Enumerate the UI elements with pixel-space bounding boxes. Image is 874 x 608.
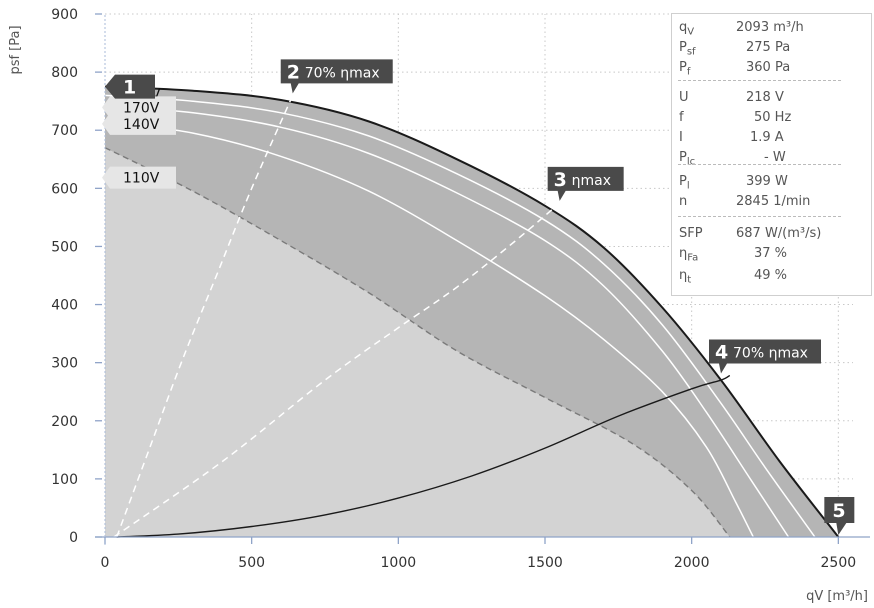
panel-value: 218 V <box>746 90 784 105</box>
panel-value: 399 W <box>746 174 788 189</box>
panel-row: U 218 V <box>672 88 871 108</box>
panel-value: 50 Hz <box>754 110 792 125</box>
panel-key: ηt <box>679 268 692 286</box>
voltage-label: 170V <box>123 100 160 116</box>
callout-4-bg <box>709 339 821 374</box>
x-tick-label: 500 <box>238 555 265 571</box>
panel-separator <box>678 164 841 165</box>
voltage-label: V <box>151 87 161 103</box>
panel-key-sub: V <box>687 26 695 38</box>
axes: 0 100 200 300 400 500 600 700 800 900 0 500 1000 1500… <box>51 7 870 571</box>
panel-value: 687 W/(m³/s) <box>736 226 822 241</box>
panel-key-sub: sf <box>686 46 696 58</box>
operating-areas <box>105 86 839 537</box>
operating-point-panel: qV 2093 m³/h Psf 275 Pa Pf 360 Pa U 218 V f 50 Hz… <box>671 13 872 296</box>
panel-key: Psf <box>679 40 696 58</box>
callout-3-bg <box>547 166 624 201</box>
callout-5-number: 5 <box>832 500 845 522</box>
callout-3-label: ηmax <box>572 173 611 189</box>
panel-separator <box>678 216 841 217</box>
callout-4-label: 70% ηmax <box>733 345 808 361</box>
voltage-label: 110V <box>123 171 160 187</box>
panel-value: 2093 m³/h <box>736 20 804 35</box>
panel-key-sub: f <box>686 66 691 78</box>
panel-key: SFP <box>679 226 703 241</box>
panel-key: I <box>679 130 683 145</box>
panel-row: Pl 399 W <box>672 172 871 192</box>
x-axis-title: qV [m³/h] <box>806 589 868 604</box>
panel-key: Pl <box>679 174 690 192</box>
panel-key: Pf <box>679 60 691 78</box>
panel-key: Plc <box>679 150 696 168</box>
voltage-label: 140V <box>123 117 160 133</box>
panel-value: 49 % <box>754 268 788 283</box>
series-curve <box>104 85 840 538</box>
series-curve <box>104 94 816 538</box>
y-tick-label: 800 <box>51 65 78 81</box>
callout-2-label: 70% ηmax <box>305 65 380 81</box>
y-tick-label: 700 <box>51 123 78 139</box>
panel-key: f <box>679 110 684 125</box>
panel-row: Psf 275 Pa <box>672 38 871 58</box>
panel-row: I 1.9 A <box>672 128 871 148</box>
panel-key: qV <box>679 20 695 38</box>
series-curve <box>113 202 561 538</box>
voltage-label-bg <box>102 112 176 135</box>
y-axis-title: psf [Pa] <box>8 25 23 74</box>
panel-value: - W <box>764 150 786 165</box>
panel-row: ηt 49 % <box>672 266 871 286</box>
voltage-label-bg <box>102 166 176 189</box>
callout-4-number: 4 <box>715 341 728 363</box>
series-curve <box>116 374 731 538</box>
panel-key-sub: lc <box>686 156 696 168</box>
panel-row: SFP 687 W/(m³/s) <box>672 224 871 244</box>
x-tick-label: 0 <box>101 555 110 571</box>
panel-row: qV 2093 m³/h <box>672 18 871 38</box>
panel-value: 2845 1/min <box>736 194 811 209</box>
y-tick-label: 600 <box>51 181 78 197</box>
panel-row: f 50 Hz <box>672 108 871 128</box>
callout-2-bg <box>280 59 393 94</box>
series-curve <box>104 120 754 538</box>
panel-key: n <box>679 194 688 209</box>
panel-separator <box>678 80 841 81</box>
panel-value: 37 % <box>754 246 788 261</box>
y-tick-label: 500 <box>51 239 78 255</box>
panel-value: 1.9 A <box>750 130 784 145</box>
x-tick-label: 2000 <box>674 555 710 571</box>
curves <box>104 85 840 538</box>
x-tick-label: 1000 <box>381 555 417 571</box>
inner-area <box>105 86 839 537</box>
panel-row: n 2845 1/min <box>672 192 871 212</box>
y-tick-label: 300 <box>51 356 78 372</box>
callout-1-number: 1 <box>123 77 136 99</box>
y-tick-label: 900 <box>51 7 78 23</box>
callout-5-bg <box>824 497 855 535</box>
series-curve <box>104 147 731 538</box>
panel-row: Pf 360 Pa <box>672 58 871 78</box>
y-tick-label: 100 <box>51 472 78 488</box>
panel-key: U <box>679 90 689 105</box>
panel-key-sub: l <box>686 180 690 192</box>
panel-row: Plc - W <box>672 148 871 168</box>
x-tick-label: 1500 <box>527 555 563 571</box>
panel-row: ηFa 37 % <box>672 244 871 264</box>
y-tick-label: 200 <box>51 414 78 430</box>
callout-3-number: 3 <box>554 169 567 191</box>
x-tick-label: 2500 <box>821 555 857 571</box>
panel-key-sub: Fa <box>687 252 699 264</box>
panel-value: 360 Pa <box>746 60 791 75</box>
panel-key-sub: t <box>687 274 692 286</box>
series-curve <box>104 105 790 538</box>
panel-key: ηFa <box>679 246 699 264</box>
callout-1-bg <box>105 74 155 99</box>
panel-value: 275 Pa <box>746 40 791 55</box>
callout-2-number: 2 <box>287 61 300 83</box>
y-tick-label: 0 <box>69 530 78 546</box>
y-tick-label: 400 <box>51 298 78 314</box>
series-curve <box>115 95 294 538</box>
